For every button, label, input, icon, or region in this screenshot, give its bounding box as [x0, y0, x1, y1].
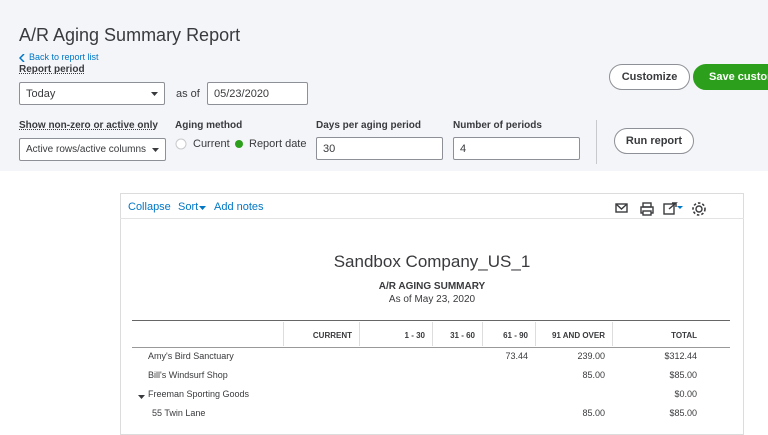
table-top-border: [132, 320, 730, 321]
column-divider: [612, 322, 613, 346]
column-divider: [359, 322, 360, 346]
column-header: 61 - 90: [503, 331, 528, 340]
cell: $85.00: [669, 370, 697, 380]
cell: $85.00: [669, 408, 697, 418]
column-divider: [535, 322, 536, 346]
cell: 85.00: [582, 370, 605, 380]
company-name: Sandbox Company_US_1: [333, 252, 531, 271]
sort-arrow: [199, 206, 206, 210]
expand-toggle[interactable]: [138, 395, 145, 399]
days-label: Days per aging period: [316, 120, 422, 131]
customize-button[interactable]: Customize: [609, 64, 690, 90]
column-header: 1 - 30: [404, 331, 425, 340]
column-header: 91 AND OVER: [551, 331, 605, 340]
report-period-select[interactable]: Today: [19, 82, 165, 105]
cell: 85.00: [582, 408, 605, 418]
days-value: 30: [323, 142, 336, 155]
periods-label: Number of periods: [453, 120, 542, 131]
show-label: Show non-zero or active only: [19, 120, 158, 131]
sort-link[interactable]: Sort: [178, 201, 199, 213]
radio-current-label[interactable]: Current: [193, 138, 230, 150]
column-divider: [283, 322, 284, 346]
cell: 239.00: [577, 351, 605, 361]
aging-method-label: Aging method: [175, 120, 243, 131]
row-name: Amy's Bird Sanctuary: [148, 351, 234, 361]
row-name: Freeman Sporting Goods: [148, 389, 250, 399]
back-link[interactable]: Back to report list: [29, 52, 99, 62]
row-name: Bill's Windsurf Shop: [148, 370, 228, 380]
dropdown-arrow: [152, 147, 159, 152]
periods-value: 4: [460, 142, 467, 155]
report-card: [120, 193, 744, 435]
as-of-input[interactable]: 05/23/2020: [207, 82, 308, 105]
collapse-link[interactable]: Collapse: [128, 201, 171, 213]
cell: $312.44: [664, 351, 697, 361]
dropdown-arrow: [151, 91, 158, 96]
periods-input[interactable]: 4: [453, 137, 580, 160]
cell: $0.00: [674, 389, 697, 399]
run-report-button[interactable]: Run report: [614, 128, 694, 154]
cell: 73.44: [505, 351, 528, 361]
days-input[interactable]: 30: [316, 137, 443, 160]
header-border: [132, 347, 730, 348]
as-of-label: as of: [176, 88, 200, 100]
column-divider: [432, 322, 433, 346]
radio-current[interactable]: [175, 138, 187, 150]
radio-report-date[interactable]: [233, 138, 245, 150]
report-period-value: Today: [26, 87, 56, 100]
column-divider: [482, 322, 483, 346]
page-title: A/R Aging Summary Report: [19, 25, 241, 45]
divider: [596, 120, 597, 164]
column-header: CURRENT: [312, 331, 352, 340]
toolbar-divider: [120, 218, 744, 219]
column-header: TOTAL: [671, 331, 697, 340]
add-notes-link[interactable]: Add notes: [214, 201, 264, 213]
toolbar-icons[interactable]: [614, 201, 710, 217]
report-title: A/R AGING SUMMARY: [378, 281, 486, 292]
report-date: As of May 23, 2020: [388, 294, 476, 305]
save-button[interactable]: Save custom: [693, 64, 768, 90]
show-value: Active rows/active columns: [26, 144, 147, 155]
row-name: 55 Twin Lane: [152, 408, 206, 418]
show-select[interactable]: Active rows/active columns: [19, 138, 166, 161]
radio-report-date-label[interactable]: Report date: [249, 138, 307, 150]
report-period-label: Report period: [19, 64, 85, 75]
column-header: 31 - 60: [450, 331, 475, 340]
as-of-value: 05/23/2020: [214, 87, 270, 100]
back-icon[interactable]: [19, 54, 25, 62]
